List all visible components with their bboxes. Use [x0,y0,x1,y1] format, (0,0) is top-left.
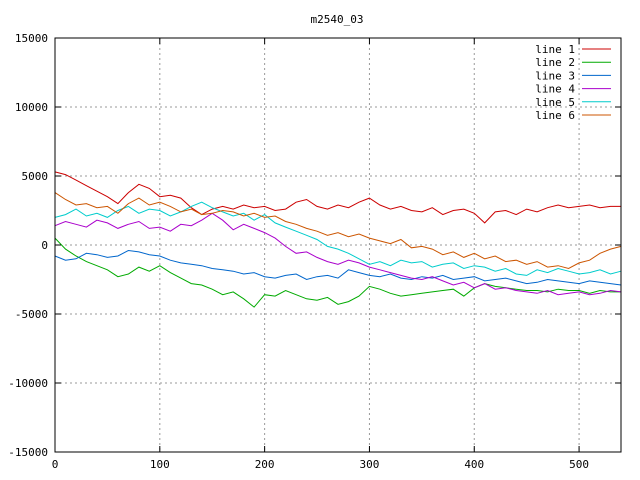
x-tick-label: 0 [52,458,59,471]
y-tick-label: 0 [41,239,48,252]
legend-label-4: line 4 [535,83,575,96]
legend-label-2: line 2 [535,56,575,69]
y-tick-label: -15000 [8,446,48,459]
x-tick-label: 500 [569,458,589,471]
tick-labels: 0 100 200 300 400 500 -15000 -10000 -5000 0 5000 10… [8,32,589,471]
chart-title: m2540_03 [311,13,364,26]
grid-lines [55,38,621,452]
series-line-2 [54,237,621,308]
legend-label-5: line 5 [535,96,575,109]
x-tick-label: 300 [360,458,380,471]
axes [54,37,622,453]
series-line-6 [54,192,622,270]
series-line-1 [54,171,621,224]
series-line-5 [54,201,622,276]
series-lines [54,171,622,308]
legend-label-3: line 3 [535,69,575,82]
y-tick-label: 15000 [15,32,48,45]
x-tick-label: 400 [464,458,484,471]
legend-label-1: line 1 [535,43,575,56]
x-tick-label: 200 [255,458,275,471]
y-tick-label: -5000 [15,308,48,321]
y-tick-label: 10000 [15,101,48,114]
series-line-4 [54,212,622,296]
y-tick-label: -10000 [8,377,48,390]
series-line-3 [54,249,622,286]
y-tick-label: 5000 [22,170,49,183]
legend-label-6: line 6 [535,109,575,122]
x-tick-label: 100 [150,458,170,471]
